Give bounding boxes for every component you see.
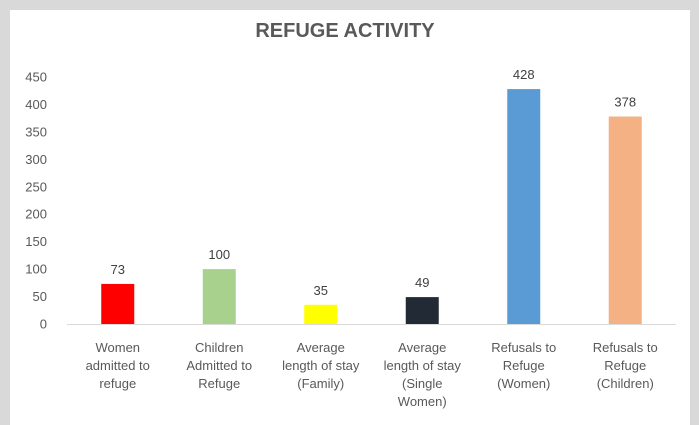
y-tick-label: 300 [25,152,47,167]
category-label: Women [95,340,140,355]
y-tick-label: 100 [25,262,47,277]
bar [608,116,642,325]
bar [101,283,135,324]
y-tick-label: 150 [25,234,47,249]
chart-panel [10,10,690,425]
category-label: (Single [402,376,442,391]
data-label: 428 [513,67,535,82]
bar [507,89,541,324]
data-label: 73 [111,262,125,277]
category-label: refuge [99,376,136,391]
category-label: Children [195,340,243,355]
category-label: Average [297,340,345,355]
y-tick-label: 200 [25,207,47,222]
category-label: Refuge [503,358,545,373]
category-label: (Women) [497,376,550,391]
category-label: Refusals to [593,340,658,355]
category-label: Women) [398,394,447,409]
category-label: Refuge [198,376,240,391]
y-tick-label: 450 [25,70,47,85]
category-label: Average [398,340,446,355]
bar [304,304,338,324]
data-label: 100 [208,247,230,262]
bar [405,297,439,324]
y-tick-label: 50 [33,289,47,304]
y-tick-label: 400 [25,97,47,112]
category-label: length of stay [282,358,360,373]
category-label: length of stay [384,358,462,373]
category-label: admitted to [86,358,150,373]
category-labels: Women admitted to refuge Children Admitted t… [86,340,658,409]
data-label: 378 [614,95,636,110]
data-label: 35 [314,283,328,298]
y-tick-label: 0 [40,317,47,332]
y-axis: 0 50 100 150 200 250 300 350 400 450 [25,70,676,332]
category-label: (Family) [297,376,344,391]
category-label: (Children) [597,376,654,391]
category-label: Refusals to [491,340,556,355]
category-label: Refuge [604,358,646,373]
bars [101,89,642,325]
data-label: 49 [415,275,429,290]
category-label: Admitted to [186,358,252,373]
y-tick-label: 250 [25,179,47,194]
data-labels: 73 100 35 49 428 378 [111,67,637,298]
chart-title: REFUGE ACTIVITY [255,20,435,42]
y-tick-label: 350 [25,124,47,139]
bar [202,269,236,324]
